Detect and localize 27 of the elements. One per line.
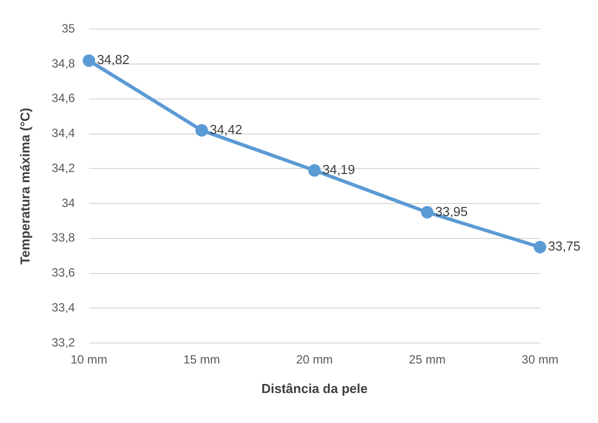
y-tick-label: 34,8 [52,56,76,70]
x-tick-label: 15 mm [183,352,220,367]
data-label: 33,75 [548,238,581,254]
point [82,54,96,67]
y-tick-label: 34,6 [52,91,76,106]
y-tick-label: 33,6 [52,266,76,280]
point [420,206,434,218]
y-tick-label: 33,2 [52,335,76,350]
y-axis-title: Temperatura máxima (°C) [17,108,32,264]
x-tick-label: 30 mm [522,352,558,367]
y-tick-label: 35 [62,22,76,36]
y-tick-label: 33,8 [52,230,76,245]
point [534,240,546,254]
y-tick-label: 34,4 [52,126,76,140]
y-tick-label: 34 [62,196,76,210]
y-tick-label: 34,2 [52,160,76,175]
x-tick-label: 20 mm [296,352,333,367]
x-tick-label: 10 mm [70,352,108,367]
data-label: 34,42 [210,122,242,137]
x-tick-label: 25 mm [408,352,446,367]
data-label: 33,95 [435,204,468,219]
point [195,124,208,137]
x-axis-title: Distância da pele [261,380,368,396]
y-tick-label: 33,4 [52,300,76,314]
point [308,164,321,177]
data-label: 34,19 [322,162,356,177]
data-label: 34,82 [96,52,130,68]
